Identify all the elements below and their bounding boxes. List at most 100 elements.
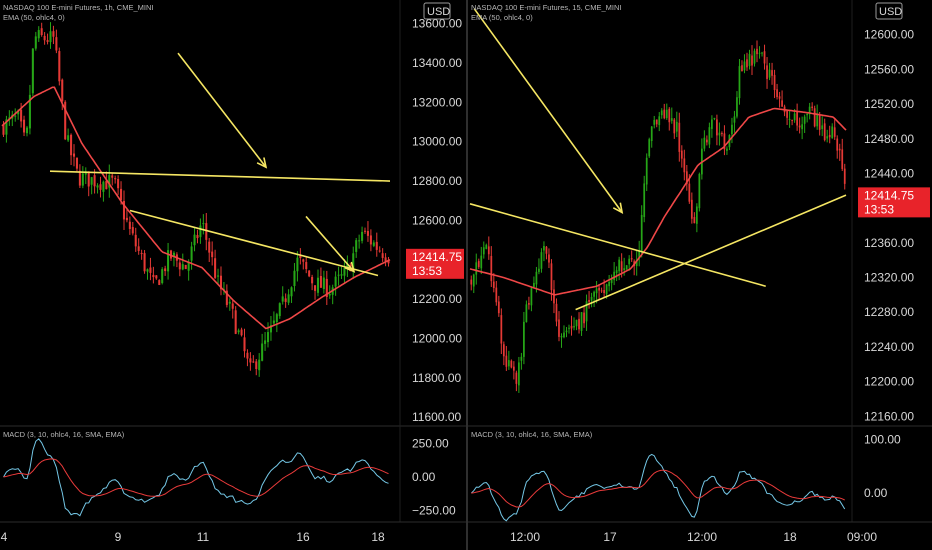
candle-body <box>635 259 638 266</box>
candle-body <box>658 116 661 126</box>
candle-body <box>753 50 756 64</box>
arrow-annotation <box>177 52 267 168</box>
candle-body <box>172 252 175 257</box>
candle-body <box>593 291 595 297</box>
candle-body <box>643 183 646 218</box>
ema-line <box>1 86 391 330</box>
macd-tick-label: −250.00 <box>412 504 456 518</box>
candle-body <box>117 179 120 189</box>
candle-body <box>786 110 788 118</box>
candle-body <box>470 279 473 285</box>
candle-body <box>293 270 296 287</box>
candle-body <box>169 250 173 259</box>
candle-body <box>96 185 99 188</box>
candle-body <box>164 268 167 272</box>
candle-body <box>653 119 656 125</box>
macd-signal-line <box>3 458 389 497</box>
candle-body <box>761 52 763 54</box>
arrow-head <box>344 261 356 273</box>
candle-body <box>70 134 73 156</box>
candle-body <box>31 48 34 94</box>
candle-body <box>485 244 488 249</box>
candle-body <box>578 318 580 330</box>
currency-button[interactable]: USD <box>423 2 451 20</box>
candle-body <box>361 231 364 241</box>
candle-body <box>748 53 751 67</box>
candle-body <box>678 122 681 152</box>
candle-body <box>625 265 628 270</box>
candle-body <box>548 254 550 263</box>
candle-body <box>102 181 105 192</box>
candle-body <box>314 285 317 291</box>
candle-body <box>275 314 278 323</box>
candle-body <box>178 262 181 270</box>
candle-body <box>23 119 26 133</box>
candle-body <box>43 35 46 41</box>
candle-body <box>334 276 337 287</box>
candle-body <box>311 276 314 284</box>
candle-body <box>573 325 575 328</box>
candle-body <box>58 51 61 82</box>
candle-body <box>61 79 64 102</box>
candle-body <box>366 231 369 236</box>
candle-body <box>14 115 17 117</box>
candle-body <box>187 261 190 271</box>
macd-label: MACD (3, 10, ohlc4, 16, SMA, EMA) <box>471 430 593 439</box>
candle-body <box>287 294 290 303</box>
price-tick-label: 12280.00 <box>864 305 914 319</box>
price-tick-label: 13400.00 <box>412 56 462 70</box>
candle-body <box>149 267 152 273</box>
candle-body <box>680 150 683 159</box>
candle-body <box>683 158 686 173</box>
candle-body <box>806 113 809 116</box>
candle-body <box>803 116 806 124</box>
candle-body <box>718 132 721 136</box>
candle-body <box>258 359 261 371</box>
candle-body <box>134 234 137 247</box>
price-tick-label: 13600.00 <box>412 17 462 31</box>
macd-tick-label: 100.00 <box>864 432 901 446</box>
candle-body <box>205 223 208 240</box>
candle-body <box>155 275 158 279</box>
candle-body <box>261 343 264 361</box>
candle-body <box>114 178 117 180</box>
candle-body <box>28 94 31 129</box>
candle-body <box>231 303 234 309</box>
last-price-countdown: 13:53 <box>864 202 894 216</box>
candle-body <box>505 355 508 367</box>
candle-body <box>319 276 322 288</box>
candle-body <box>826 136 829 139</box>
candle-body <box>2 124 5 135</box>
candle-body <box>695 206 698 224</box>
candle-body <box>650 126 653 141</box>
candle-body <box>738 66 741 99</box>
candle-body <box>140 252 143 255</box>
macd-tick-label: 0.00 <box>864 486 888 500</box>
price-tick-label: 12600.00 <box>864 28 914 42</box>
candle-body <box>685 171 688 185</box>
candle-body <box>533 282 535 288</box>
candle-body <box>105 180 108 190</box>
candle-body <box>246 352 249 359</box>
candle-body <box>158 280 161 285</box>
candle-body <box>828 134 831 138</box>
last-price-countdown: 13:53 <box>412 264 442 278</box>
candle-body <box>525 304 528 323</box>
candle-body <box>798 125 801 128</box>
candles <box>470 40 846 393</box>
candle-body <box>290 287 293 297</box>
candle-body <box>495 287 498 303</box>
currency-button[interactable]: USD <box>875 2 903 20</box>
candle-body <box>628 258 631 265</box>
macd-line <box>470 453 846 522</box>
candle-body <box>482 247 485 255</box>
candle-body <box>665 109 668 119</box>
candle-body <box>128 221 131 229</box>
candle-body <box>558 319 560 337</box>
candle-body <box>40 28 43 35</box>
candle-body <box>352 253 355 270</box>
candle-body <box>343 268 346 276</box>
candle-body <box>363 230 367 232</box>
candle-body <box>372 242 375 246</box>
